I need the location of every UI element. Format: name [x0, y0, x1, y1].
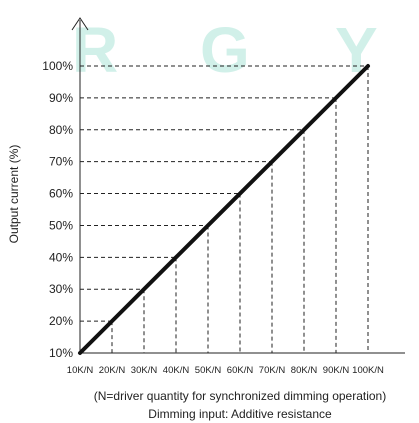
- data-point: [78, 351, 82, 355]
- y-axis-arrow-icon: [71, 17, 89, 31]
- x-tick-label: 80K/N: [291, 365, 318, 376]
- data-point: [366, 64, 370, 68]
- watermark: R G Y: [72, 14, 378, 86]
- y-tick-label: 100%: [42, 59, 73, 73]
- x-tick-labels: 10K/N 20K/N 30K/N 40K/N 50K/N 60K/N 70K/N 80K/N…: [67, 365, 384, 376]
- x-axis-label: Dimming input: Additive resistance: [148, 407, 332, 421]
- y-tick-label: 70%: [49, 155, 73, 169]
- data-point: [174, 255, 178, 259]
- x-axis-note: (N=driver quantity for synchronized dimm…: [94, 389, 386, 403]
- y-tick-label: 30%: [49, 282, 73, 296]
- series: [78, 64, 370, 355]
- data-point: [334, 96, 338, 100]
- y-tick-labels: 10% 20% 30% 40% 50% 60% 70% 80% 90% 100%: [42, 59, 73, 360]
- x-tick-label: 30K/N: [131, 365, 158, 376]
- x-tick-label: 40K/N: [163, 365, 190, 376]
- y-tick-label: 20%: [49, 314, 73, 328]
- data-point: [302, 128, 306, 132]
- x-tick-label: 90K/N: [323, 365, 350, 376]
- watermark-letter-g: G: [200, 14, 250, 86]
- data-point: [206, 223, 210, 227]
- data-point: [270, 160, 274, 164]
- y-tick-label: 40%: [49, 250, 73, 264]
- y-tick-label: 80%: [49, 123, 73, 137]
- x-tick-label: 50K/N: [195, 365, 222, 376]
- y-tick-label: 90%: [49, 91, 73, 105]
- series-line: [78, 64, 370, 355]
- y-tick-label: 10%: [49, 346, 73, 360]
- y-tick-label: 50%: [49, 218, 73, 232]
- watermark-letter-y: Y: [335, 14, 378, 86]
- x-tick-label: 70K/N: [259, 365, 286, 376]
- x-tick-label: 100K/N: [352, 365, 384, 376]
- guide-lines: [80, 65, 369, 353]
- y-axis-label: Output current (%): [7, 145, 21, 244]
- data-point: [142, 287, 146, 291]
- data-point: [238, 192, 242, 196]
- axes: [71, 17, 405, 354]
- x-tick-label: 60K/N: [227, 365, 254, 376]
- data-point: [110, 319, 114, 323]
- x-tick-label: 20K/N: [99, 365, 126, 376]
- watermark-letter-r: R: [72, 14, 118, 86]
- y-tick-label: 60%: [49, 187, 73, 201]
- x-tick-label: 10K/N: [67, 365, 94, 376]
